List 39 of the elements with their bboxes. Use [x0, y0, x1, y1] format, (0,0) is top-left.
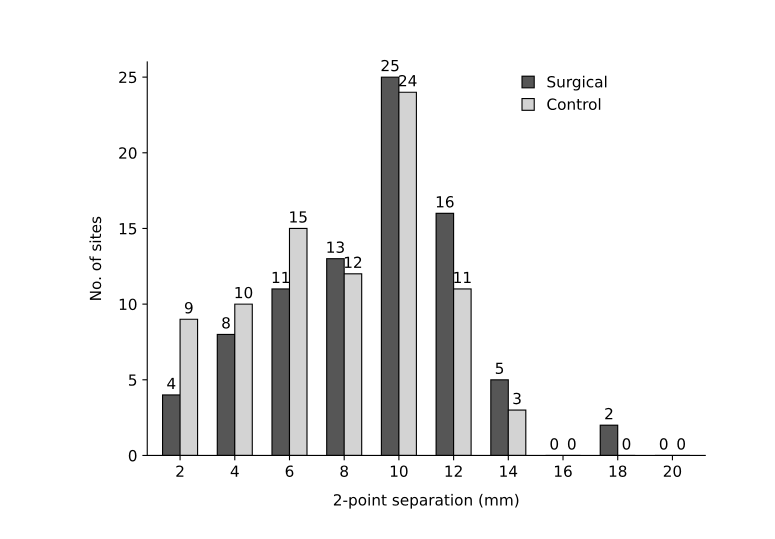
data-label: 0	[660, 438, 668, 450]
x-tick-label: 16	[554, 465, 572, 478]
data-label: 10	[235, 286, 252, 298]
data-label: 15	[290, 211, 307, 223]
x-tick-label: 12	[446, 465, 462, 477]
data-label: 2	[605, 408, 612, 420]
x-axis-title: 2-point separation (mm)	[334, 494, 518, 509]
x-tick-label: 14	[500, 466, 518, 477]
data-label: 9	[184, 302, 193, 314]
data-label: 0	[568, 438, 576, 450]
data-label: 12	[344, 256, 362, 268]
data-label: 8	[222, 317, 230, 329]
legend-label: Surgical	[547, 76, 606, 91]
y-tick-label: 0	[128, 450, 137, 462]
y-tick-label: 10	[120, 298, 137, 310]
x-tick-label: 20	[664, 465, 682, 478]
data-label: 13	[327, 241, 344, 253]
x-tick-label: 2	[176, 465, 184, 477]
y-tick-label: 5	[128, 374, 136, 386]
data-label: 0	[550, 438, 558, 450]
x-tick-label: 8	[340, 465, 348, 478]
data-label: 5	[496, 362, 504, 374]
x-tick-label: 10	[390, 465, 408, 478]
y-tick-label: 15	[120, 223, 136, 234]
data-label: 4	[167, 378, 176, 389]
x-tick-label: 6	[286, 465, 294, 478]
legend-label: Control	[547, 98, 600, 110]
data-label: 25	[382, 60, 399, 72]
x-tick-label: 4	[230, 466, 239, 477]
x-tick-label: 18	[610, 465, 626, 478]
data-label: 3	[513, 392, 521, 404]
data-label: 0	[677, 438, 686, 450]
y-tick-label: 20	[119, 147, 137, 159]
data-label: 11	[272, 272, 290, 284]
y-axis-title: No. of sites	[89, 216, 102, 300]
data-label: 11	[454, 272, 471, 284]
data-label: 16	[436, 196, 454, 208]
data-label: 0	[622, 438, 630, 450]
y-tick-label: 25	[119, 72, 136, 84]
